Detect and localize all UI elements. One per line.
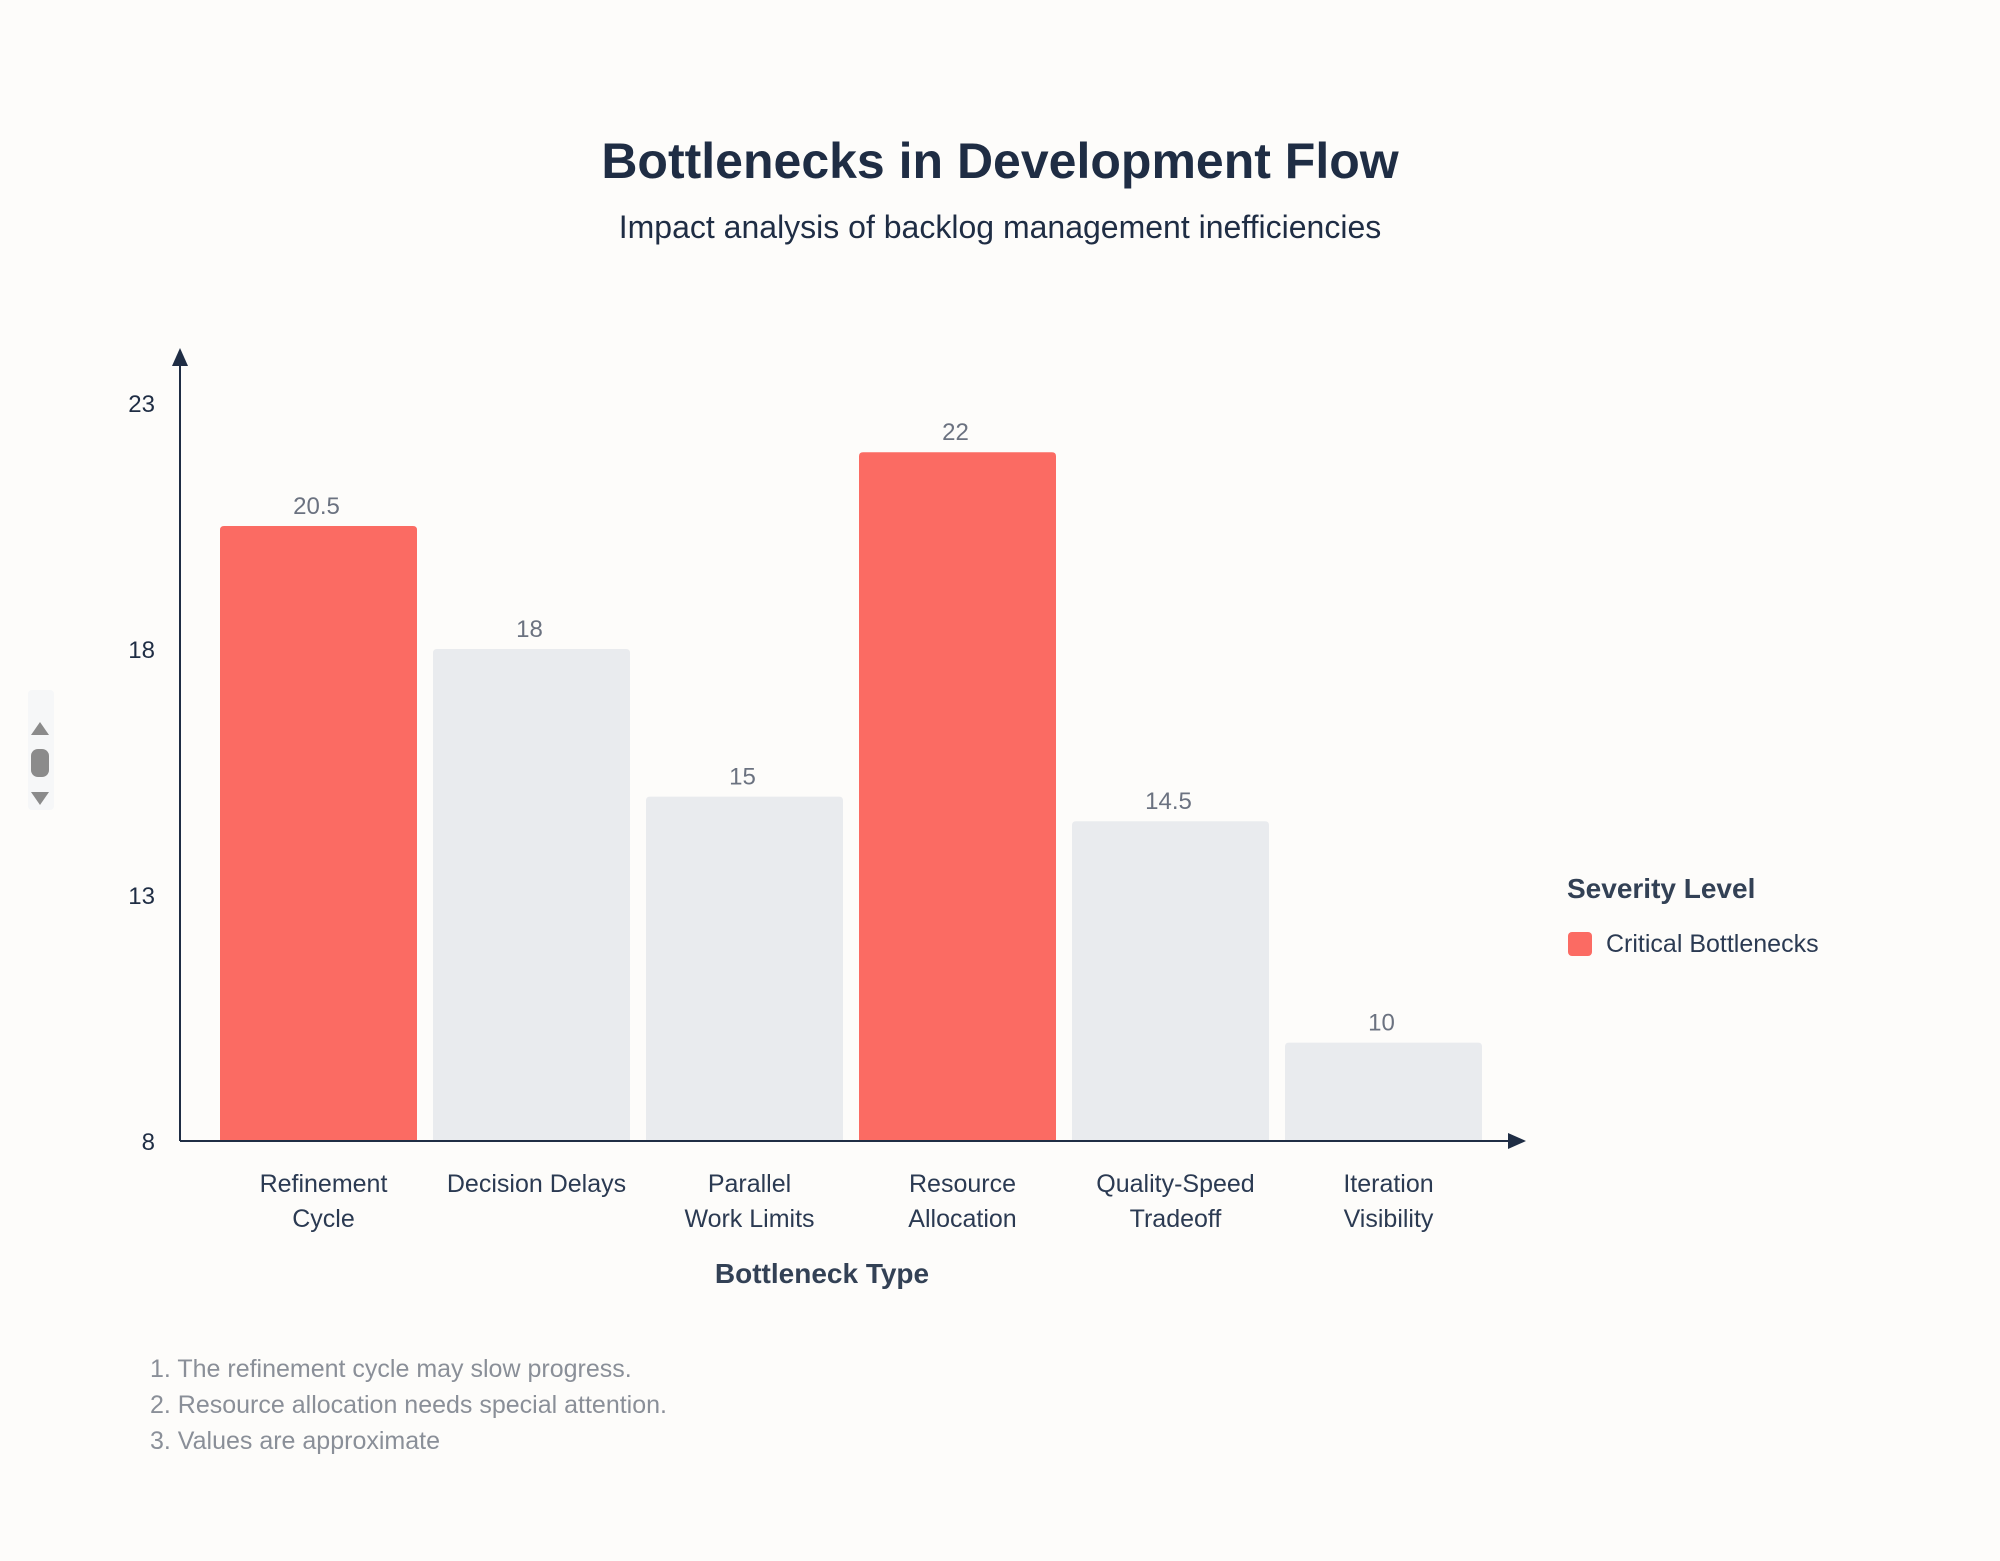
x-category-label: Allocation bbox=[908, 1205, 1016, 1233]
y-tick-label: 8 bbox=[142, 1129, 155, 1156]
bar bbox=[646, 796, 843, 1141]
bar bbox=[1285, 1042, 1482, 1141]
x-category-label: Quality-Speed bbox=[1096, 1170, 1254, 1198]
bar-value-label: 20.5 bbox=[293, 493, 340, 520]
x-category-label: Tradeoff bbox=[1130, 1205, 1222, 1233]
bar-critical bbox=[859, 452, 1056, 1141]
bar-value-label: 18 bbox=[516, 616, 543, 643]
x-axis-title: Bottleneck Type bbox=[715, 1258, 929, 1289]
scroll-up-icon[interactable] bbox=[31, 722, 49, 735]
chart-title: Bottlenecks in Development Flow bbox=[601, 133, 1398, 189]
scroll-thumb[interactable] bbox=[31, 749, 49, 777]
y-tick-labels: 8 13 18 23 bbox=[128, 391, 155, 1156]
x-category-label: Work Limits bbox=[684, 1205, 814, 1233]
y-axis-arrow-icon bbox=[172, 348, 188, 366]
bar-value-label: 22 bbox=[942, 419, 969, 446]
chart-subtitle: Impact analysis of backlog management in… bbox=[619, 209, 1381, 245]
y-tick-label: 13 bbox=[128, 883, 155, 910]
y-tick-label: 23 bbox=[128, 391, 155, 418]
x-category-label: Parallel bbox=[708, 1170, 791, 1198]
bars-group bbox=[220, 452, 1482, 1141]
scroll-down-icon[interactable] bbox=[31, 792, 49, 805]
x-category-label: Iteration bbox=[1343, 1170, 1433, 1198]
x-category-label: Cycle bbox=[292, 1205, 355, 1233]
x-category-label: Decision Delays bbox=[447, 1170, 626, 1198]
scroll-widget[interactable] bbox=[28, 690, 54, 810]
x-category-label: Refinement bbox=[260, 1170, 388, 1198]
bar-critical bbox=[220, 526, 417, 1141]
bar bbox=[1072, 821, 1269, 1141]
legend-title: Severity Level bbox=[1567, 873, 1755, 904]
value-labels-group: 20.5 18 15 22 14.5 10 bbox=[293, 419, 1395, 1036]
note-3: 3. Values are approximate bbox=[150, 1427, 440, 1455]
legend-item-label: Critical Bottlenecks bbox=[1606, 930, 1819, 958]
x-category-label: Resource bbox=[909, 1170, 1016, 1198]
x-category-labels: Refinement Cycle Decision Delays Parallel Wo… bbox=[260, 1170, 1434, 1233]
bar-value-label: 10 bbox=[1368, 1010, 1395, 1037]
bar bbox=[433, 649, 630, 1141]
x-axis-arrow-icon bbox=[1508, 1133, 1526, 1149]
legend-swatch bbox=[1568, 932, 1592, 956]
note-1: 1. The refinement cycle may slow progres… bbox=[150, 1355, 632, 1383]
note-2: 2. Resource allocation needs special att… bbox=[150, 1391, 667, 1419]
y-tick-label: 18 bbox=[128, 637, 155, 664]
bar-value-label: 15 bbox=[729, 764, 756, 791]
x-category-label: Visibility bbox=[1344, 1205, 1434, 1233]
bar-value-label: 14.5 bbox=[1145, 788, 1192, 815]
